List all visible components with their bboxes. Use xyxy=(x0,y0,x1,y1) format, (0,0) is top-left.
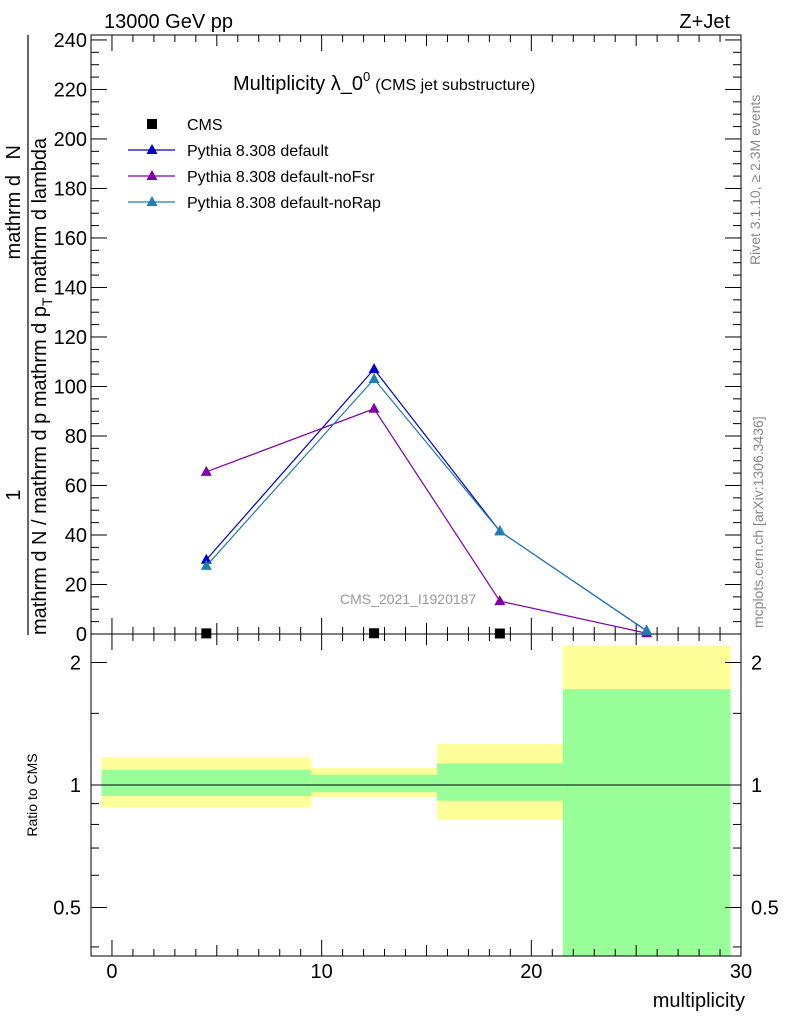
main-y-tick-label: 180 xyxy=(54,178,87,200)
y-title-denominator: mathrm d N / mathrm d p mathrm d pTmathr… xyxy=(29,137,55,635)
legend-cms-label: CMS xyxy=(187,117,223,134)
series-default-point xyxy=(200,553,212,564)
x-tick-label: 30 xyxy=(730,961,752,983)
y-title-denominator-part1: mathrm d N / mathrm d p xyxy=(29,413,51,635)
ratio-bands xyxy=(101,645,731,956)
legend-norap-label: Pythia 8.308 default-noRap xyxy=(187,195,381,212)
plot-title-main: Multiplicity λ_0 xyxy=(233,73,363,95)
main-y-tick-label: 20 xyxy=(65,574,87,596)
main-y-tick-label: 60 xyxy=(65,475,87,497)
series-nofsr-line xyxy=(206,408,647,634)
y-title-numerator-d: mathrm d xyxy=(3,175,25,259)
main-y-tick-label: 160 xyxy=(54,228,87,250)
y-title-denominator-part2: mathrm d p xyxy=(29,306,51,407)
ratio-plot-frame xyxy=(90,633,742,957)
legend-default-label: Pythia 8.308 default xyxy=(187,143,329,160)
mcplots-label: mcplots.cern.ch [arXiv:1306.3436] xyxy=(750,416,766,628)
main-y-tick-label: 240 xyxy=(54,30,87,52)
y-title-subscript: T xyxy=(39,297,55,306)
plot-title-sup: 0 xyxy=(363,69,370,84)
ratio-y-tick-label-right: 1 xyxy=(751,775,762,797)
main-y-tick-label: 140 xyxy=(54,277,87,299)
ratio-band-green-3 xyxy=(562,689,731,956)
energy-label: 13000 GeV pp xyxy=(104,11,233,33)
ratio-band-green-2 xyxy=(436,763,563,801)
legend-cms-marker xyxy=(147,119,157,129)
x-axis-title: multiplicity xyxy=(653,990,745,1012)
main-y-axis-title: 1 mathrm d N mathrm d N / mathrm d p mat… xyxy=(3,35,55,635)
series-norap-point xyxy=(200,559,212,570)
main-y-tick-label: 220 xyxy=(54,79,87,101)
analysis-watermark: CMS_2021_I1920187 xyxy=(340,591,476,607)
main-y-tick-label: 40 xyxy=(65,525,87,547)
main-y-tick-label: 200 xyxy=(54,129,87,151)
rivet-label: Rivet 3.1.10, ≥ 2.3M events xyxy=(747,95,763,265)
main-y-tick-label: 100 xyxy=(54,376,87,398)
ratio-y-tick-label-left: 1 xyxy=(70,775,81,797)
ratio-band-green-0 xyxy=(101,769,312,796)
ratio-y-tick-label-left: 0.5 xyxy=(53,897,81,919)
legend: CMS Pythia 8.308 default Pythia 8.308 de… xyxy=(128,117,381,212)
y-title-numerator-n: N xyxy=(3,145,25,159)
ratio-y-tick-label-right: 2 xyxy=(751,653,762,675)
y-title-denominator-part3: mathrm d lambda xyxy=(29,137,51,293)
x-axis: 0 10 20 30 xyxy=(90,35,752,983)
ratio-band-green-1 xyxy=(311,774,437,793)
legend-nofsr-marker xyxy=(146,170,158,180)
main-y-tick-label: 120 xyxy=(54,327,87,349)
series-nofsr-point xyxy=(368,402,380,413)
x-tick-label: 20 xyxy=(520,961,542,983)
x-tick-label: 10 xyxy=(311,961,333,983)
series-norap-point xyxy=(641,625,653,636)
plot-title: Multiplicity λ_00 (CMS jet substructure) xyxy=(233,69,535,95)
series-norap-line xyxy=(205,378,647,632)
ratio-y-tick-label-right: 0.5 xyxy=(751,897,779,919)
legend-nofsr-label: Pythia 8.308 default-noFsr xyxy=(187,169,375,186)
ratio-y-axis-title: Ratio to CMS xyxy=(24,753,40,836)
series-cms-point xyxy=(201,628,212,639)
process-label: Z+Jet xyxy=(679,11,730,33)
series-norap-point xyxy=(494,525,506,536)
main-y-axis: 0 20 40 60 80 100 120 140 160 180 200 220 240 xyxy=(54,30,741,646)
legend-norap-marker xyxy=(146,196,158,206)
main-y-tick-label: 0 xyxy=(76,624,87,646)
x-tick-label: 0 xyxy=(106,961,117,983)
series-nofsr-point xyxy=(200,465,212,476)
series-norap-point xyxy=(368,373,380,384)
series-nofsr-point xyxy=(494,595,506,606)
series-default-point xyxy=(368,363,380,374)
series-cms-point xyxy=(369,628,380,639)
legend-default-marker xyxy=(146,144,158,154)
y-title-numerator-one: 1 xyxy=(3,489,25,500)
ratio-y-tick-label-left: 2 xyxy=(70,653,81,675)
main-y-tick-label: 80 xyxy=(65,426,87,448)
series-cms-point xyxy=(494,628,505,639)
series-layer xyxy=(200,363,653,639)
plot-title-sub: (CMS jet substructure) xyxy=(375,77,535,94)
